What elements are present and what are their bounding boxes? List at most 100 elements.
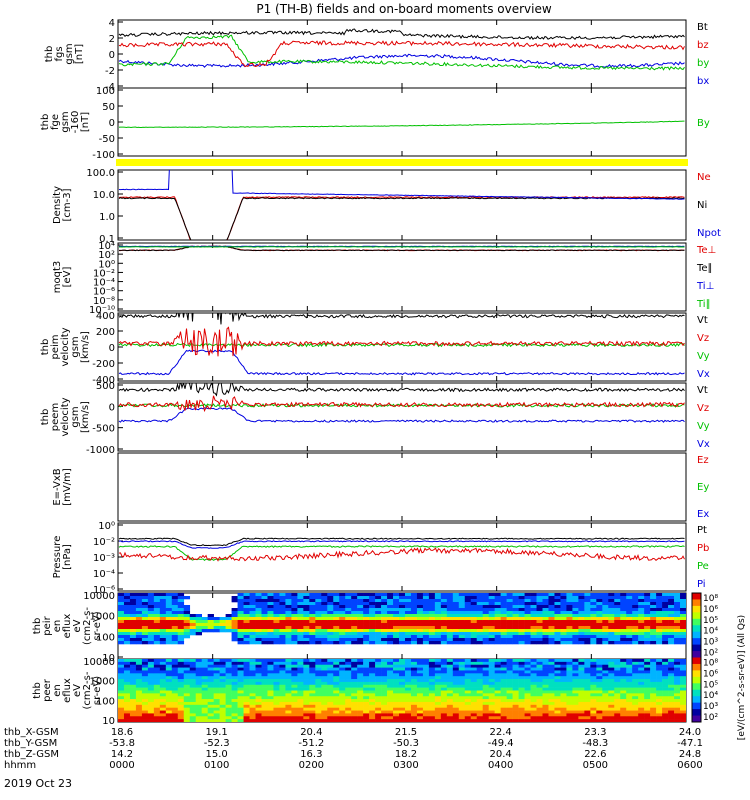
spectrogram-cell	[542, 707, 549, 711]
spectrogram-cell	[656, 670, 663, 674]
spectrogram-cell	[219, 704, 226, 708]
panel-7: 5000-500-1000thbpeemvelocitygsm[km/s]VtV…	[40, 381, 710, 456]
spectrogram-cell	[416, 602, 424, 606]
legend-Ey: Ey	[697, 482, 709, 493]
spectrogram-cell	[494, 719, 501, 722]
spectrogram-cell	[147, 701, 155, 706]
spectrogram-cell	[458, 710, 466, 714]
spectrogram-cell	[159, 716, 167, 720]
spectrogram-cell	[410, 673, 418, 677]
spectrogram-cell	[118, 676, 125, 680]
spectrogram-cell	[584, 611, 591, 615]
spectrogram-cell	[279, 716, 286, 720]
spectrogram-cell	[626, 681, 633, 686]
spectrogram-cell	[399, 699, 406, 703]
spectrogram-cell	[530, 632, 537, 636]
spectrogram-cell	[123, 661, 131, 666]
spectrogram-cell	[446, 687, 454, 691]
spectrogram-cell	[680, 664, 686, 668]
spectrogram-cell	[422, 701, 430, 706]
spectrogram-cell	[315, 626, 322, 630]
spectrogram-cell	[147, 696, 155, 700]
y-axis-title-line: [km/s]	[80, 401, 91, 433]
spectrogram-cell	[554, 716, 561, 720]
spectrogram-cell	[404, 659, 412, 663]
spectrogram-cell	[572, 679, 579, 683]
spectrogram-cell	[195, 614, 203, 618]
series-vx	[118, 407, 685, 423]
spectrogram-cell	[416, 629, 424, 633]
spectrogram-cell	[381, 693, 388, 697]
spectrogram-cell	[261, 676, 268, 680]
spectrogram-cell	[608, 596, 615, 600]
spectrogram-cell	[351, 673, 358, 677]
spectrogram-cell	[165, 620, 173, 624]
spectrogram-cell	[470, 661, 478, 666]
spectrogram-cell	[536, 676, 543, 680]
spectrogram-cell	[512, 605, 519, 609]
spectrogram-cell	[626, 641, 633, 645]
spectrogram-cell	[428, 602, 436, 606]
spectrogram-cell	[267, 679, 274, 683]
spectrogram-cell	[422, 599, 430, 603]
y-tick-label: 100	[96, 696, 115, 707]
spectrogram-cell	[632, 611, 639, 615]
spectrogram-cell	[452, 699, 460, 703]
spectrogram-cell	[123, 620, 131, 624]
spectrogram-cell	[632, 701, 639, 706]
spectrogram-cell	[213, 659, 220, 663]
spectrogram-cell	[357, 707, 364, 711]
spectrogram-cell	[207, 713, 214, 717]
spectrogram-cell	[620, 687, 627, 691]
spectrogram-cell	[674, 632, 681, 636]
spectrogram-cell	[171, 602, 179, 606]
spectrogram-cell	[608, 620, 615, 624]
spectrogram-cell	[177, 611, 185, 615]
spectrogram-cell	[375, 626, 382, 630]
spectrogram-cell	[650, 611, 657, 615]
spectrogram-cell	[590, 629, 597, 633]
spectrogram-cell	[153, 611, 161, 615]
spectrogram-cell	[464, 659, 472, 663]
spectrogram-cell	[177, 673, 185, 677]
spectrogram-cell	[279, 667, 286, 671]
spectrogram-cell	[291, 614, 298, 618]
spectrogram-cell	[494, 602, 501, 606]
spectrogram-cell	[321, 701, 328, 706]
spectrogram-cell	[488, 676, 495, 680]
spectrogram-cell	[315, 620, 322, 624]
spectrogram-cell	[470, 699, 478, 703]
spectrogram-cell	[273, 638, 280, 642]
spectrogram-cell	[118, 602, 125, 606]
spectrogram-cell	[464, 719, 472, 722]
spectrogram-cell	[590, 710, 597, 714]
spectrogram-cell	[123, 701, 131, 706]
spectrogram-cell	[387, 629, 394, 633]
spectrogram-cell	[159, 602, 167, 606]
spectrogram-cell	[506, 690, 513, 694]
spectrogram-cell	[638, 676, 645, 680]
spectrogram-cell	[488, 719, 495, 722]
spectrogram-cell	[195, 707, 203, 711]
spectrogram-cell	[123, 641, 131, 645]
spectrogram-cell	[638, 690, 645, 694]
spectrogram-cell	[614, 681, 621, 686]
spectrogram-cell	[638, 681, 645, 686]
spectrogram-cell	[476, 673, 484, 677]
spectrogram-cell	[399, 701, 406, 706]
spectrogram-cell	[159, 599, 167, 603]
spectrogram-cell	[464, 611, 472, 615]
spectrogram-cell	[393, 696, 400, 700]
spectrogram-cell	[584, 599, 591, 603]
spectrogram-cell	[279, 710, 286, 714]
spectrogram-cell	[195, 659, 203, 663]
spectrogram-cell	[644, 710, 651, 714]
spectrogram-cell	[530, 620, 537, 624]
spectrogram-cell	[399, 659, 406, 663]
spectrogram-cell	[662, 679, 669, 683]
spectrogram-cell	[249, 681, 256, 686]
spectrogram-cell	[219, 687, 226, 691]
spectrogram-cell	[159, 620, 167, 624]
spectrogram-cell	[494, 620, 501, 624]
spectrogram-cell	[171, 704, 179, 708]
